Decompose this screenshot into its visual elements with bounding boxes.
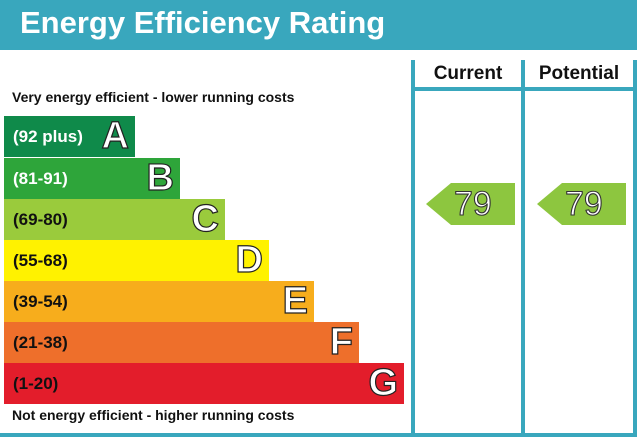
band-b: (81-91) B bbox=[4, 156, 180, 200]
potential-rating-arrow: 79 bbox=[537, 183, 626, 225]
potential-arrow-shape bbox=[537, 183, 626, 225]
band-f-range: (21-38) bbox=[13, 333, 68, 352]
band-a: (92 plus) A bbox=[4, 114, 135, 158]
title-bar: Energy Efficiency Rating bbox=[0, 0, 637, 50]
band-f-letter: F bbox=[329, 320, 353, 363]
band-a-range: (92 plus) bbox=[13, 127, 83, 146]
potential-column-header: Potential bbox=[538, 63, 620, 84]
band-c: (69-80) C bbox=[4, 197, 225, 241]
band-b-letter: B bbox=[146, 156, 175, 199]
column-divider-right bbox=[633, 60, 637, 437]
chart-title: Energy Efficiency Rating bbox=[20, 5, 386, 40]
band-e-range: (39-54) bbox=[13, 292, 68, 311]
column-divider-left bbox=[411, 60, 415, 437]
band-f: (21-38) F bbox=[4, 320, 359, 364]
band-d: (55-68) D bbox=[4, 238, 269, 282]
band-g-range: (1-20) bbox=[13, 374, 59, 393]
bottom-note: Not energy efficient - higher running co… bbox=[12, 407, 295, 423]
top-note: Very energy efficient - lower running co… bbox=[12, 89, 295, 105]
current-rating-arrow: 79 bbox=[426, 183, 515, 225]
current-arrow-shape bbox=[426, 183, 515, 225]
column-divider-middle bbox=[521, 60, 525, 437]
header-underline bbox=[411, 87, 637, 91]
band-e: (39-54) E bbox=[4, 279, 314, 323]
band-g-letter: G bbox=[368, 361, 399, 404]
band-b-range: (81-91) bbox=[13, 169, 68, 188]
band-g: (1-20) G bbox=[4, 361, 404, 405]
potential-rating-value: 79 bbox=[564, 184, 603, 223]
band-d-letter: D bbox=[235, 238, 264, 281]
band-c-letter: C bbox=[191, 197, 220, 240]
band-e-letter: E bbox=[282, 279, 309, 322]
current-column-header: Current bbox=[433, 63, 503, 84]
band-d-range: (55-68) bbox=[13, 251, 68, 270]
current-rating-value: 79 bbox=[453, 184, 492, 223]
band-c-range: (69-80) bbox=[13, 210, 68, 229]
bottom-border bbox=[0, 433, 637, 437]
band-a-letter: A bbox=[101, 114, 130, 157]
